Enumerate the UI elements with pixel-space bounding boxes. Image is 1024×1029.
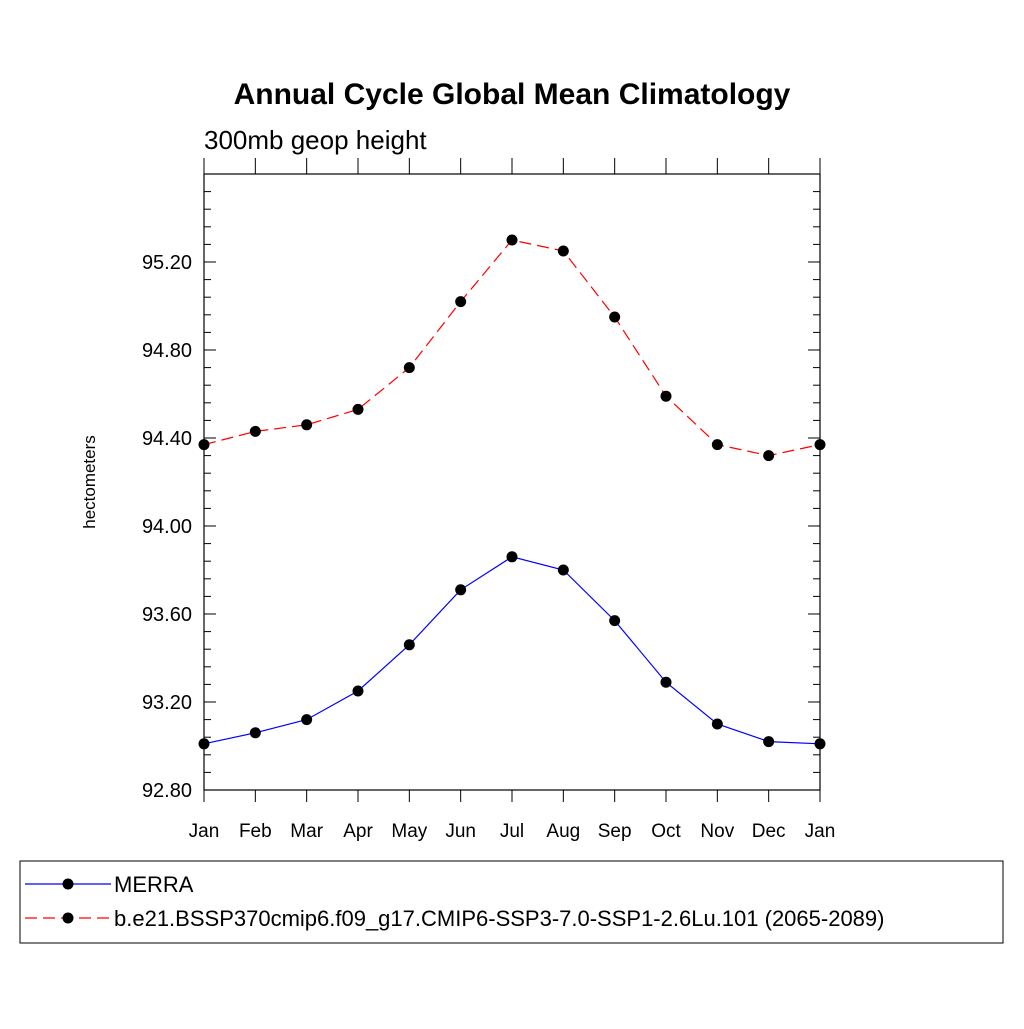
x-tick-label: Feb bbox=[239, 821, 272, 842]
series-2-point bbox=[301, 419, 313, 431]
series-1-point bbox=[557, 564, 569, 576]
series-line-2 bbox=[203, 239, 821, 457]
legend-marker-2 bbox=[62, 912, 74, 924]
x-tick-label: Nov bbox=[700, 821, 734, 842]
x-tick-label: Jun bbox=[445, 821, 476, 842]
chart-title: Annual Cycle Global Mean Climatology bbox=[234, 78, 791, 111]
x-tick-label: Jul bbox=[500, 821, 524, 842]
series-2-point bbox=[352, 403, 364, 415]
series-2-point bbox=[506, 234, 518, 246]
series-2-point bbox=[814, 439, 826, 451]
y-tick-label: 94.40 bbox=[142, 428, 192, 450]
plot-area: 92.80 93.20 93.60 94.00 94.40 94.80 95.20 Jan Fe… bbox=[142, 158, 835, 842]
series-1-point bbox=[660, 676, 672, 688]
series-2-point bbox=[711, 439, 723, 451]
series-1-point bbox=[249, 727, 261, 739]
y-tick-label: 93.20 bbox=[142, 692, 192, 714]
series-1-point bbox=[352, 685, 364, 697]
legend-box bbox=[19, 860, 1004, 944]
y-axis-label: hectometers bbox=[80, 435, 99, 529]
y-tick-label: 92.80 bbox=[142, 780, 192, 802]
series-2-point bbox=[557, 245, 569, 257]
series-2-point bbox=[249, 425, 261, 437]
series-2-point bbox=[763, 450, 775, 462]
x-tick-label: Oct bbox=[651, 821, 681, 842]
series-1-point bbox=[711, 718, 723, 730]
series-2-point bbox=[609, 311, 621, 323]
series-line-1 bbox=[203, 556, 821, 745]
y-tick-label: 94.00 bbox=[142, 516, 192, 538]
series-2-point bbox=[660, 390, 672, 402]
x-tick-label: May bbox=[391, 821, 427, 842]
x-tick-label: Sep bbox=[598, 821, 632, 842]
legend-marker-1 bbox=[62, 878, 74, 890]
series-1-point bbox=[403, 639, 415, 651]
plot-frame bbox=[203, 173, 821, 791]
x-tick-label: Jan bbox=[805, 821, 836, 842]
y-tick-label: 95.20 bbox=[142, 252, 192, 274]
x-tick-label: Dec bbox=[752, 821, 786, 842]
series-2-point bbox=[455, 296, 467, 308]
series-2-point bbox=[403, 362, 415, 374]
series-2-point bbox=[198, 439, 210, 451]
series-1-point bbox=[763, 736, 775, 748]
y-tick-label: 93.60 bbox=[142, 604, 192, 626]
legend-label-2: b.e21.BSSP370cmip6.f09_g17.CMIP6-SSP3-7.… bbox=[114, 906, 884, 931]
series-1-point bbox=[814, 738, 826, 750]
x-tick-label: Jan bbox=[189, 821, 220, 842]
y-tick-label: 94.80 bbox=[142, 340, 192, 362]
x-tick-label: Apr bbox=[343, 821, 373, 842]
series-1-point bbox=[198, 738, 210, 750]
x-tick-label: Aug bbox=[546, 821, 580, 842]
series-1-point bbox=[455, 584, 467, 596]
legend: MERRA b.e21.BSSP370cmip6.f09_g17.CMIP6-SS… bbox=[19, 860, 1004, 944]
chart-subtitle: 300mb geop height bbox=[204, 125, 427, 155]
legend-label-1: MERRA bbox=[114, 872, 194, 897]
series-1-point bbox=[506, 551, 518, 563]
series-1-point bbox=[301, 714, 313, 726]
x-tick-label: Mar bbox=[290, 821, 323, 842]
series-1-point bbox=[609, 615, 621, 627]
